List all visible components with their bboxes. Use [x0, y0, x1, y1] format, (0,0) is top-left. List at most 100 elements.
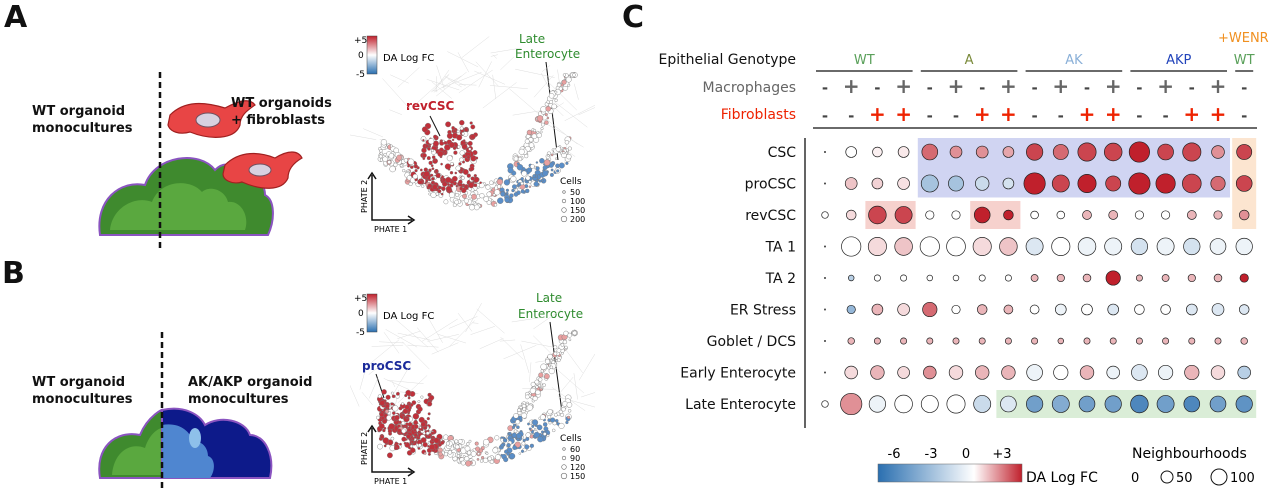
phate-point — [556, 358, 561, 362]
phate-edge — [368, 360, 387, 375]
colorbar-bot-label: -5 — [356, 328, 365, 338]
phate-point — [567, 83, 571, 87]
phate-edge — [350, 134, 377, 140]
phate-point — [469, 166, 475, 171]
phate-edge — [533, 74, 554, 98]
phate-point — [534, 174, 538, 178]
phate-point — [392, 405, 399, 412]
phate-point — [501, 436, 505, 440]
bubble — [1184, 364, 1200, 381]
phate-point — [547, 409, 553, 415]
phate-point — [520, 181, 524, 186]
phate-point — [428, 138, 435, 145]
bubble — [1107, 303, 1119, 316]
colorbar-top-label: +5 — [354, 36, 367, 46]
phate-point — [534, 379, 540, 385]
phate-edge — [564, 104, 595, 121]
revcsc-pointer — [429, 115, 441, 137]
phate-point — [446, 132, 453, 139]
phate-point — [403, 441, 407, 445]
panel-c-bubble-plot: +WENR Epithelial Genotype Macrophages Fi… — [659, 31, 1269, 486]
phate-edge — [421, 318, 458, 342]
phate-point — [408, 181, 413, 186]
phate-point — [547, 415, 552, 420]
colorbar — [366, 35, 378, 75]
panel-a-phate-plot: +5 0 -5 DA Log FC Late Enterocyte revCSC… — [350, 32, 595, 234]
bubble — [1057, 337, 1064, 345]
macrophage-sign: + — [1000, 74, 1017, 98]
macrophage-sign: + — [1210, 74, 1227, 98]
bubble — [1128, 141, 1150, 163]
bubble — [1026, 143, 1044, 161]
macrophage-sign: + — [948, 74, 965, 98]
phate-edge — [521, 340, 555, 348]
phate-point — [518, 452, 522, 455]
phate-point — [470, 176, 475, 181]
phate-edge — [426, 79, 460, 91]
phate-point — [420, 395, 424, 399]
phate-point — [384, 409, 389, 414]
svg-text:0: 0 — [1131, 471, 1139, 486]
neighbourhoods-legend: 0 50 100 — [1131, 468, 1255, 486]
bubble — [1235, 237, 1253, 256]
cell-type-label: Goblet / DCS — [707, 334, 796, 350]
bubble — [976, 304, 988, 315]
phate-point — [468, 194, 473, 199]
phate-point — [509, 453, 516, 460]
phate-point — [564, 140, 570, 145]
cell-type-label: Early Enterocyte — [680, 366, 796, 382]
cell-type-label: revCSC — [745, 208, 796, 224]
phate-point — [396, 391, 400, 396]
bubble — [1209, 395, 1227, 413]
bubble — [1183, 237, 1201, 256]
phate-point — [390, 391, 394, 395]
phate-point — [376, 415, 380, 420]
phate-point — [387, 428, 393, 434]
phate-point — [430, 191, 437, 198]
phate-point — [427, 183, 433, 189]
bubble — [1210, 175, 1226, 192]
phate-point — [413, 424, 419, 429]
bubble — [824, 182, 826, 185]
phate-point — [398, 406, 403, 411]
phate-point — [524, 394, 530, 400]
panel-a-right-label: WT organoids + fibroblasts — [231, 96, 332, 128]
phate-point — [518, 148, 525, 155]
bubble — [1031, 337, 1039, 345]
phate-point — [426, 417, 430, 421]
macrophage-sign: - — [1136, 79, 1142, 97]
phate-point — [546, 434, 550, 438]
phate-point — [430, 173, 434, 177]
phate-point — [497, 197, 504, 204]
phate-point — [542, 170, 549, 177]
phate-point — [511, 432, 517, 438]
phate-point — [390, 402, 394, 406]
phate-point — [537, 383, 541, 388]
phate-point — [414, 169, 418, 173]
phate-point — [454, 199, 459, 205]
bubble — [1236, 144, 1253, 160]
bubble — [1156, 395, 1175, 413]
phate-edge — [389, 109, 403, 115]
phate-point — [473, 204, 480, 211]
phate-point — [528, 185, 532, 188]
phate-point — [500, 443, 505, 448]
svg-text:150: 150 — [570, 206, 585, 215]
phate-point — [379, 400, 386, 406]
phate-edge — [461, 36, 490, 58]
phate-point — [522, 438, 526, 442]
cells-legend: 50 100 150 200 — [560, 188, 585, 224]
phate-point — [428, 160, 433, 165]
macrophages-row-header: Macrophages — [702, 80, 796, 96]
phate-point — [458, 461, 461, 465]
phate-point — [428, 168, 432, 173]
phate-edge — [383, 332, 400, 354]
panel-a-organoid-illustration — [98, 72, 303, 248]
phate-point — [458, 162, 462, 166]
phate-edge — [397, 375, 428, 403]
phate-point — [437, 150, 444, 157]
phate-point — [413, 420, 419, 426]
phate-point — [423, 170, 430, 178]
phate-edge — [478, 61, 492, 88]
phate-point — [407, 158, 415, 166]
